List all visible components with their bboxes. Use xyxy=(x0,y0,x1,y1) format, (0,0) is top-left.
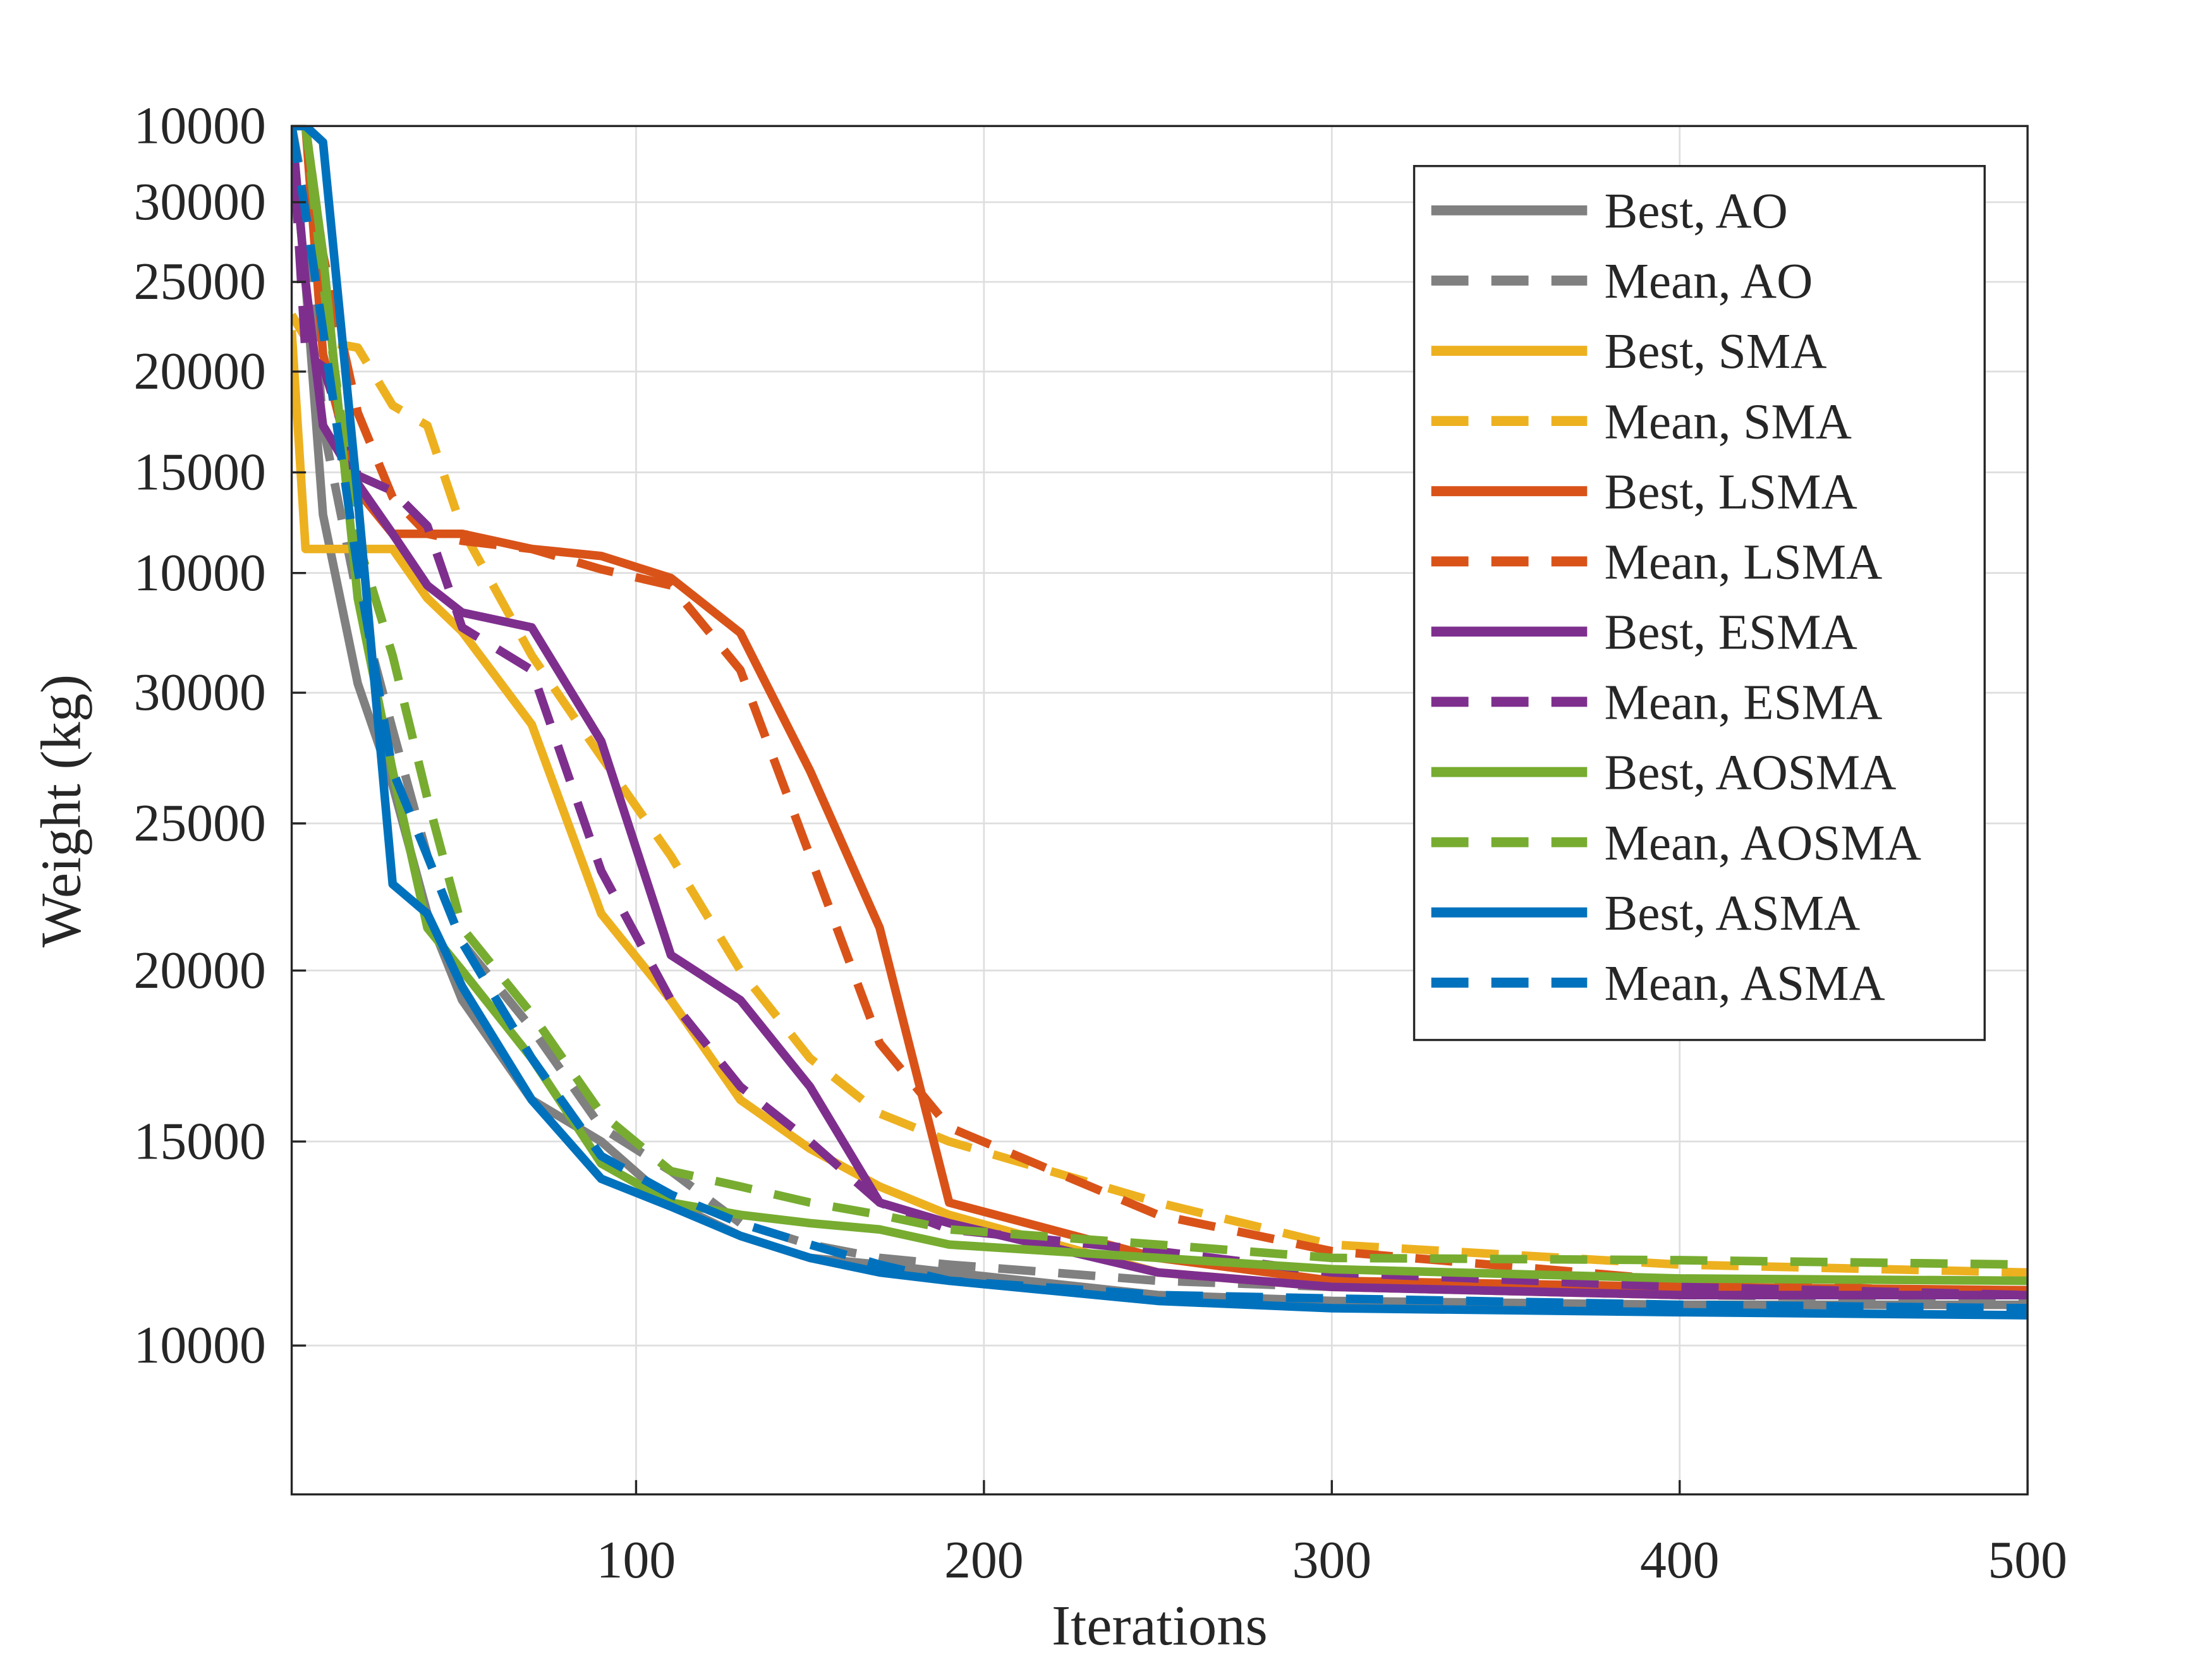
y-tick-label: 15000 xyxy=(134,443,266,502)
legend-label: Mean, AO xyxy=(1604,253,1813,309)
legend-box xyxy=(1413,165,1986,1042)
x-axis-label: Iterations xyxy=(1052,1593,1268,1657)
ticks: 100 200 300 400 500 10000 15000 20000 25000 30000… xyxy=(134,97,2067,1589)
y-tick-label: 25000 xyxy=(134,252,266,311)
legend-label: Mean, SMA xyxy=(1604,394,1851,449)
x-tick-label: 200 xyxy=(944,1531,1024,1589)
legend: Best, AO Mean, AO Best, SMA Mean, SMA Best, … xyxy=(1413,165,1986,1042)
legend-label: Mean, AOSMA xyxy=(1604,815,1921,871)
series-line xyxy=(291,126,2028,1320)
legend-label: Best, ESMA xyxy=(1604,605,1857,660)
y-tick-label: 20000 xyxy=(134,941,266,1000)
x-tick-label: 400 xyxy=(1640,1531,1720,1589)
plot-lines xyxy=(291,126,2028,1320)
y-tick-label: 15000 xyxy=(134,1112,266,1170)
legend-label: Mean, LSMA xyxy=(1604,534,1882,590)
y-tick-label: 30000 xyxy=(134,663,266,722)
y-tick-label: 20000 xyxy=(134,342,266,401)
legend-label: Mean, ASMA xyxy=(1604,956,1885,1011)
series-line xyxy=(291,126,2028,1269)
series-line xyxy=(291,312,2028,1277)
x-tick-label: 500 xyxy=(1988,1531,2067,1589)
legend-label: Best, ASMA xyxy=(1604,885,1860,941)
x-tick-label: 300 xyxy=(1292,1531,1372,1589)
legend-label: Best, LSMA xyxy=(1604,464,1857,520)
series-line xyxy=(291,126,2028,1299)
series-line xyxy=(291,126,2028,1285)
y-tick-label: 10000 xyxy=(134,1316,266,1375)
y-tick-label: 25000 xyxy=(134,794,266,853)
y-tick-label: 10000 xyxy=(134,544,266,602)
legend-label: Best, SMA xyxy=(1604,324,1826,379)
y-tick-label: 30000 xyxy=(134,173,266,231)
legend-label: Mean, ESMA xyxy=(1604,675,1882,731)
series-line xyxy=(291,126,2028,1313)
plot-frame xyxy=(290,125,2029,1496)
y-tick-label: 10000 xyxy=(134,97,266,155)
legend-label: Best, AOSMA xyxy=(1604,745,1896,801)
y-axis-label: Weight (kg) xyxy=(29,674,93,947)
series-line xyxy=(291,126,2028,1299)
legend-label: Best, AO xyxy=(1604,183,1787,239)
x-tick-label: 100 xyxy=(597,1531,676,1589)
